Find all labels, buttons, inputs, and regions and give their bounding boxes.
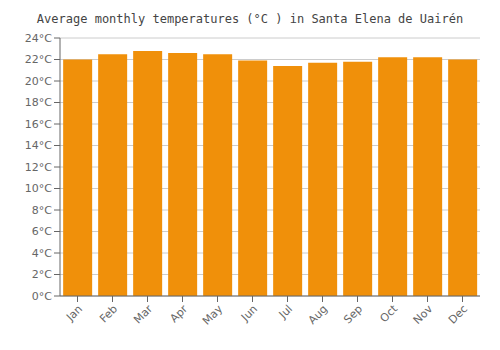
svg-text:Feb: Feb: [97, 302, 120, 325]
svg-text:Jan: Jan: [63, 302, 85, 324]
svg-text:Oct: Oct: [377, 302, 400, 325]
svg-text:2°C: 2°C: [32, 268, 52, 281]
svg-text:22°C: 22°C: [25, 53, 52, 66]
svg-text:0°C: 0°C: [32, 290, 52, 303]
svg-text:20°C: 20°C: [25, 75, 52, 88]
svg-text:24°C: 24°C: [25, 32, 52, 45]
svg-text:Nov: Nov: [411, 302, 436, 327]
svg-text:4°C: 4°C: [32, 247, 52, 260]
svg-text:18°C: 18°C: [25, 96, 52, 109]
svg-text:6°C: 6°C: [32, 225, 52, 238]
svg-text:May: May: [200, 302, 226, 328]
svg-text:14°C: 14°C: [25, 139, 52, 152]
svg-text:Mar: Mar: [131, 302, 155, 326]
svg-text:12°C: 12°C: [25, 161, 52, 174]
svg-text:8°C: 8°C: [32, 204, 52, 217]
svg-text:10°C: 10°C: [25, 182, 52, 195]
svg-text:Sep: Sep: [341, 302, 365, 326]
svg-text:Apr: Apr: [167, 302, 190, 325]
svg-text:Jun: Jun: [238, 302, 260, 324]
svg-text:16°C: 16°C: [25, 118, 52, 131]
svg-text:Jul: Jul: [276, 302, 295, 321]
svg-text:Dec: Dec: [446, 302, 470, 326]
html-text:Average monthly temperatures (: Average monthly temperatures (°C ) in Sa…: [36, 12, 464, 26]
svg-text:Aug: Aug: [306, 302, 330, 326]
